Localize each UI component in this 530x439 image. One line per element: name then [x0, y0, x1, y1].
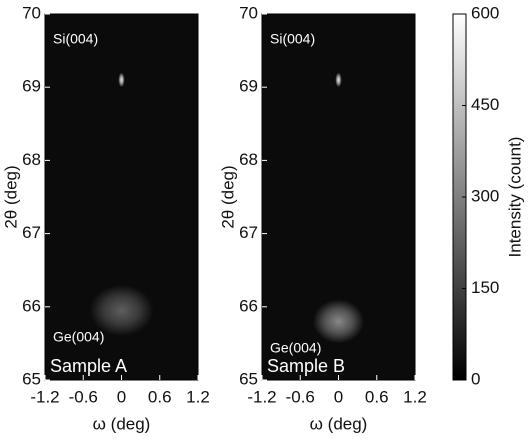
y-tick-label: 65 — [22, 369, 41, 388]
x-tick-label: -0.6 — [69, 387, 98, 406]
peak-label: Ge(004) — [53, 329, 104, 345]
colorbar-tick-label: 0 — [471, 369, 480, 388]
panel-annotation: Sample B — [267, 356, 345, 376]
colorbar-label: Intensity (count) — [505, 137, 524, 258]
x-axis-label: ω (deg) — [93, 414, 151, 433]
peak-label: Ge(004) — [270, 340, 321, 356]
peak — [118, 72, 125, 88]
y-tick-label: 69 — [239, 77, 258, 96]
y-tick-label: 66 — [22, 296, 41, 315]
x-tick-label: 0 — [334, 387, 343, 406]
colorbar-tick-label: 300 — [471, 186, 499, 205]
y-tick-label: 65 — [239, 369, 258, 388]
x-tick-label: -1.2 — [247, 387, 276, 406]
x-tick-label: 1.2 — [186, 387, 210, 406]
peak-label: Si(004) — [53, 30, 98, 46]
peak — [313, 299, 364, 344]
x-tick-label: 0.6 — [365, 387, 389, 406]
x-tick-label: 1.2 — [403, 387, 427, 406]
y-tick-label: 66 — [239, 296, 258, 315]
y-tick-label: 68 — [22, 150, 41, 169]
y-tick-label: 67 — [239, 223, 258, 242]
colorbar-tick-label: 450 — [471, 95, 499, 114]
y-tick-label: 67 — [22, 223, 41, 242]
y-tick-label: 70 — [239, 3, 258, 22]
peak — [335, 72, 342, 88]
colorbar-tick-label: 150 — [471, 278, 499, 297]
peak — [89, 284, 154, 337]
y-axis-label: 2θ (deg) — [218, 165, 237, 228]
y-tick-label: 69 — [22, 77, 41, 96]
peak-label: Si(004) — [270, 30, 315, 46]
x-tick-label: -0.6 — [286, 387, 315, 406]
y-tick-label: 70 — [22, 3, 41, 22]
x-axis-label: ω (deg) — [310, 414, 368, 433]
x-tick-label: 0.6 — [148, 387, 172, 406]
x-tick-label: 0 — [117, 387, 126, 406]
x-tick-label: -1.2 — [30, 387, 59, 406]
panel-annotation: Sample A — [50, 356, 127, 376]
colorbar-tick-label: 600 — [471, 3, 499, 22]
y-tick-label: 68 — [239, 150, 258, 169]
y-axis-label: 2θ (deg) — [1, 165, 20, 228]
